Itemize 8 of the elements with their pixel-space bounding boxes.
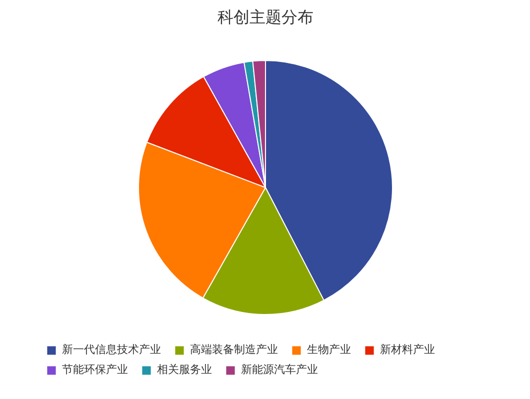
legend-label: 新能源汽车产业 [241,362,318,377]
legend-label: 高端装备制造产业 [190,342,278,357]
legend-label: 新材料产业 [380,342,435,357]
legend-label: 生物产业 [307,342,351,357]
legend-label: 节能环保产业 [62,362,128,377]
legend-label: 相关服务业 [157,362,212,377]
legend-label: 新一代信息技术产业 [62,342,161,357]
chart-title: 科创主题分布 [218,8,314,26]
